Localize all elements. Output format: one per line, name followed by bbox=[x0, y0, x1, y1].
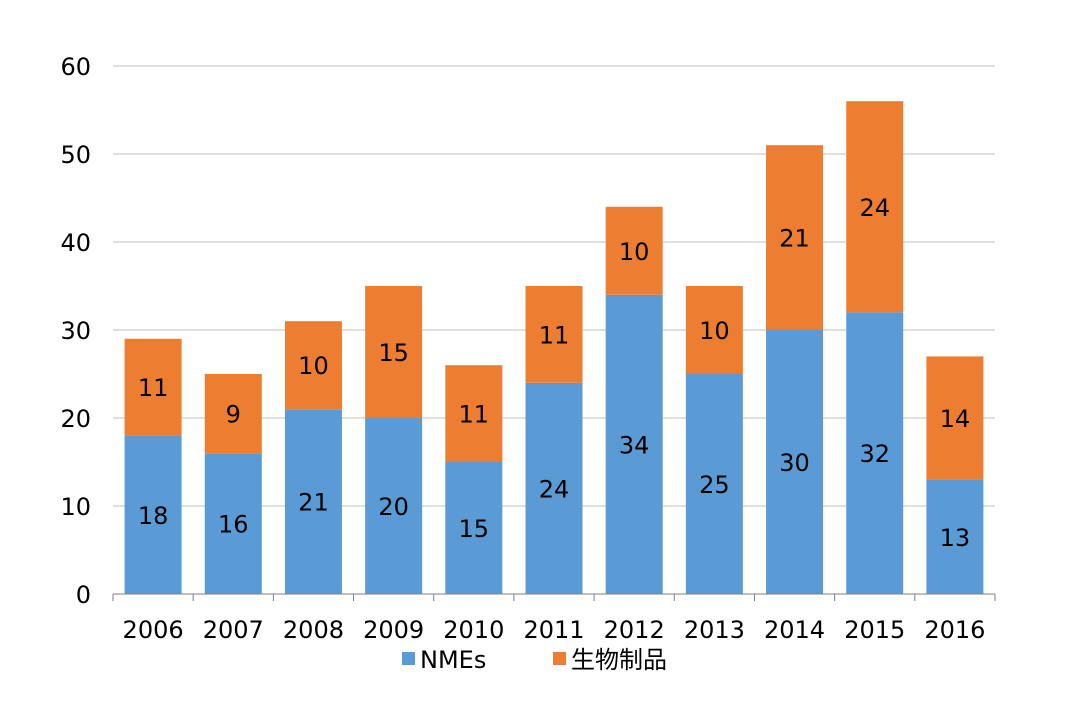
x-tick-label: 2016 bbox=[924, 616, 985, 644]
y-tick-label: 0 bbox=[76, 581, 91, 609]
data-label: 25 bbox=[699, 471, 730, 499]
bar-nmes bbox=[685, 374, 743, 594]
bar-nmes bbox=[124, 435, 182, 594]
bar-biologics bbox=[124, 338, 182, 436]
bar-nmes bbox=[926, 479, 984, 594]
x-tick-label: 2012 bbox=[604, 616, 665, 644]
legend: NMEs 生物制品 bbox=[402, 646, 667, 674]
bar-biologics bbox=[605, 206, 663, 295]
y-tick-label: 10 bbox=[60, 493, 91, 521]
x-tick-label: 2014 bbox=[764, 616, 825, 644]
data-label: 13 bbox=[940, 524, 971, 552]
x-tick-label: 2008 bbox=[283, 616, 344, 644]
y-tick-label: 40 bbox=[60, 229, 91, 257]
data-label: 10 bbox=[298, 352, 329, 380]
y-tick-label: 50 bbox=[60, 141, 91, 169]
data-label: 9 bbox=[226, 401, 241, 429]
y-tick-label: 20 bbox=[60, 405, 91, 433]
x-tick-label: 2009 bbox=[363, 616, 424, 644]
legend-swatch bbox=[402, 652, 415, 665]
bar-biologics bbox=[685, 286, 743, 374]
data-label: 16 bbox=[218, 511, 249, 539]
data-label: 10 bbox=[619, 238, 650, 266]
data-label: 11 bbox=[459, 401, 490, 429]
data-label: 24 bbox=[539, 475, 570, 503]
data-label: 21 bbox=[298, 489, 329, 517]
data-label: 11 bbox=[138, 374, 169, 402]
bar-biologics bbox=[204, 374, 262, 454]
x-tick-label: 2011 bbox=[523, 616, 584, 644]
bar-nmes bbox=[284, 409, 342, 594]
data-label: 21 bbox=[779, 225, 810, 253]
legend-label: 生物制品 bbox=[571, 646, 667, 674]
data-label: 15 bbox=[378, 339, 409, 367]
bars bbox=[124, 101, 984, 594]
y-tick-label: 60 bbox=[60, 53, 91, 81]
legend-swatch bbox=[553, 652, 566, 665]
bar-biologics bbox=[926, 356, 984, 480]
bar-nmes bbox=[204, 453, 262, 594]
data-label: 34 bbox=[619, 431, 650, 459]
bar-biologics bbox=[525, 286, 583, 383]
data-label: 10 bbox=[699, 317, 730, 345]
bar-biologics bbox=[766, 145, 824, 330]
bar-biologics bbox=[365, 286, 423, 418]
bar-nmes bbox=[605, 294, 663, 594]
data-label: 30 bbox=[779, 449, 810, 477]
legend-label: NMEs bbox=[420, 646, 486, 674]
data-label: 24 bbox=[859, 194, 890, 222]
x-tick-label: 2015 bbox=[844, 616, 905, 644]
x-tick-label: 2007 bbox=[203, 616, 264, 644]
bar-biologics bbox=[846, 101, 904, 313]
bar-nmes bbox=[445, 462, 503, 594]
data-label: 32 bbox=[859, 440, 890, 468]
data-label: 15 bbox=[459, 515, 490, 543]
bar-nmes bbox=[525, 382, 583, 594]
data-label: 11 bbox=[539, 321, 570, 349]
bar-nmes bbox=[766, 330, 824, 594]
x-tick-label: 2006 bbox=[123, 616, 184, 644]
data-labels: 18 11 16 9 21 10 20 15 15 11 24 11 34 10 25 10 30 21 32 24 1… bbox=[138, 194, 970, 552]
bar-biologics bbox=[445, 365, 503, 462]
data-label: 20 bbox=[378, 493, 409, 521]
bar-nmes bbox=[846, 312, 904, 594]
data-label: 14 bbox=[940, 405, 971, 433]
bar-nmes bbox=[365, 418, 423, 594]
bar-biologics bbox=[284, 321, 342, 410]
data-label: 18 bbox=[138, 502, 169, 530]
y-tick-label: 30 bbox=[60, 317, 91, 345]
x-tick-label: 2010 bbox=[443, 616, 504, 644]
x-tick-label: 2013 bbox=[684, 616, 745, 644]
